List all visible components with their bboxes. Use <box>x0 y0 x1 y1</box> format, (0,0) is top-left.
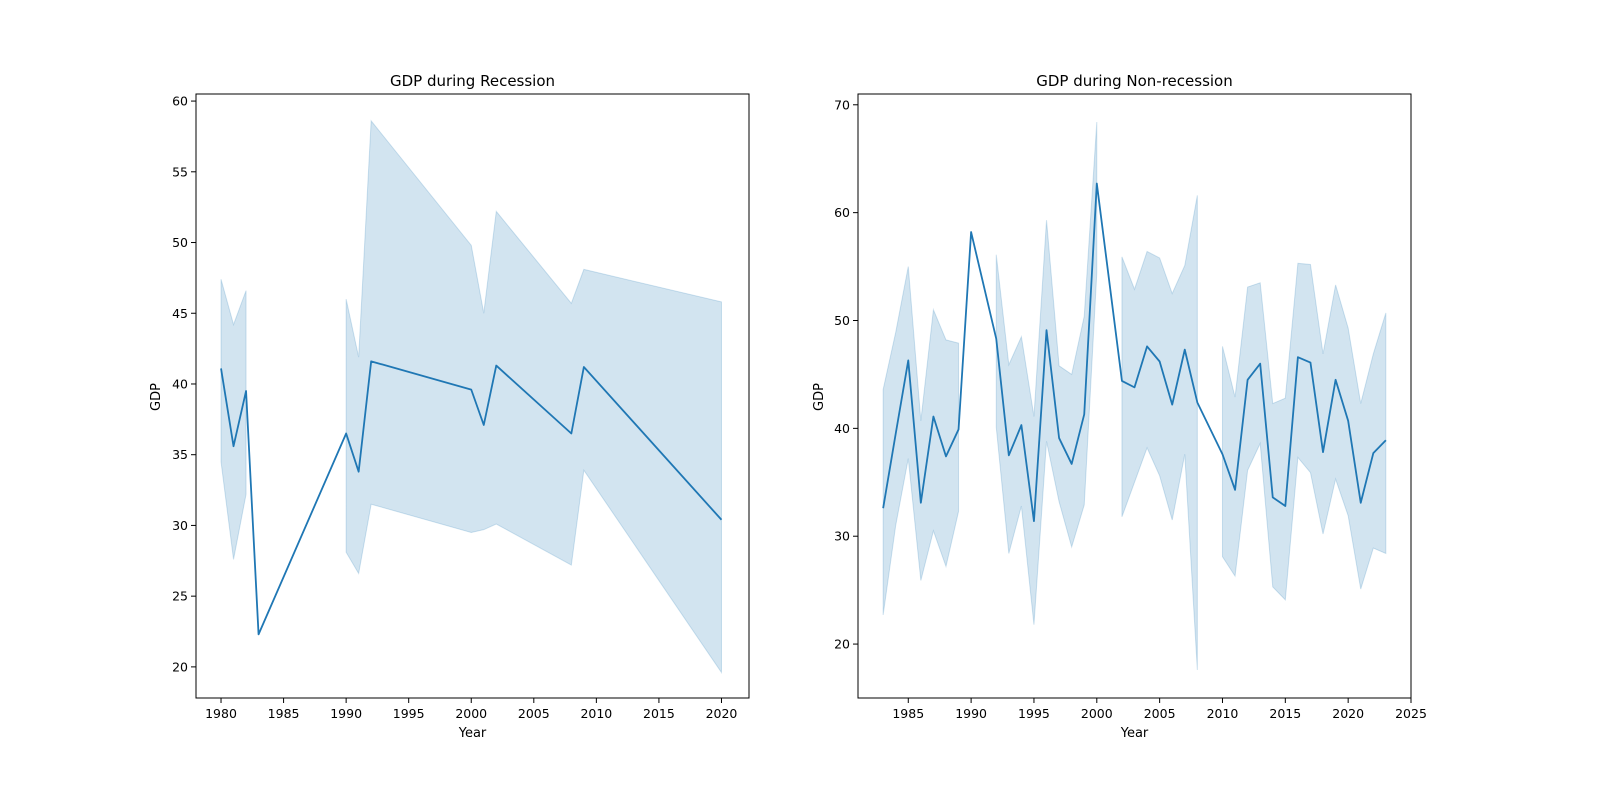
x-tick-label: 1995 <box>393 706 425 721</box>
series-line <box>220 360 723 636</box>
x-tick-label: 2020 <box>1332 706 1364 721</box>
confidence-band <box>220 279 247 560</box>
y-tick-label: 30 <box>834 529 850 544</box>
x-axis-label: Year <box>1120 726 1149 741</box>
recession-panel: GDP during Recession Year GDP 1980 1985 19… <box>149 72 750 741</box>
series-line <box>882 182 1387 523</box>
x-tick-label: 1990 <box>955 706 987 721</box>
y-tick-label: 20 <box>172 659 188 674</box>
y-axis-label: GDP <box>812 383 827 411</box>
confidence-band <box>1221 262 1387 601</box>
x-axis-label: Year <box>458 726 487 741</box>
y-tick-label: 25 <box>172 589 188 604</box>
x-tick-label: 2005 <box>1144 706 1176 721</box>
x-tick-label: 1995 <box>1018 706 1050 721</box>
x-tick-label: 1985 <box>892 706 924 721</box>
confidence-band <box>882 266 960 616</box>
x-tick-label: 2010 <box>580 706 612 721</box>
y-tick-label: 40 <box>172 376 188 391</box>
confidence-band <box>995 122 1098 625</box>
y-tick-label: 30 <box>172 518 188 533</box>
axes-frame <box>195 93 750 699</box>
y-tick-label: 55 <box>172 164 188 179</box>
x-tick-label: 2015 <box>1269 706 1301 721</box>
x-tick-label: 2005 <box>518 706 550 721</box>
confidence-band <box>1121 195 1198 670</box>
plot-area <box>882 122 1387 670</box>
y-tick-label: 35 <box>172 447 188 462</box>
y-tick-label: 50 <box>172 235 188 250</box>
non-recession-panel: GDP during Non-recession Year GDP 1985 19… <box>812 72 1427 741</box>
y-axis-label: GDP <box>149 383 164 411</box>
confidence-band <box>345 119 722 675</box>
y-tick-label: 70 <box>834 97 850 112</box>
x-tick-label: 2025 <box>1395 706 1427 721</box>
x-tick-label: 2000 <box>1081 706 1113 721</box>
x-tick-label: 1985 <box>268 706 300 721</box>
x-axis-ticks: 1985 1990 1995 2000 2005 2010 2015 2020 2025 <box>892 698 1427 721</box>
y-tick-label: 50 <box>834 313 850 328</box>
y-axis-ticks: 20 30 40 50 60 70 <box>834 97 858 652</box>
x-tick-label: 2000 <box>455 706 487 721</box>
panel-title: GDP during Non-recession <box>1036 72 1233 90</box>
y-tick-label: 60 <box>834 205 850 220</box>
y-tick-label: 60 <box>172 94 188 109</box>
x-tick-label: 2015 <box>643 706 675 721</box>
x-tick-label: 2010 <box>1207 706 1239 721</box>
panel-title: GDP during Recession <box>390 72 555 90</box>
axes-frame <box>857 93 1412 699</box>
x-tick-label: 1990 <box>330 706 362 721</box>
x-tick-label: 1980 <box>205 706 237 721</box>
x-axis-ticks: 1980 1985 1990 1995 2000 2005 2010 2015 2020 <box>205 698 737 721</box>
x-tick-label: 2020 <box>706 706 738 721</box>
y-tick-label: 40 <box>834 421 850 436</box>
y-tick-label: 20 <box>834 637 850 652</box>
y-tick-label: 45 <box>172 306 188 321</box>
y-axis-ticks: 20 25 30 35 40 45 50 55 60 <box>172 94 196 674</box>
plot-area <box>220 119 723 675</box>
